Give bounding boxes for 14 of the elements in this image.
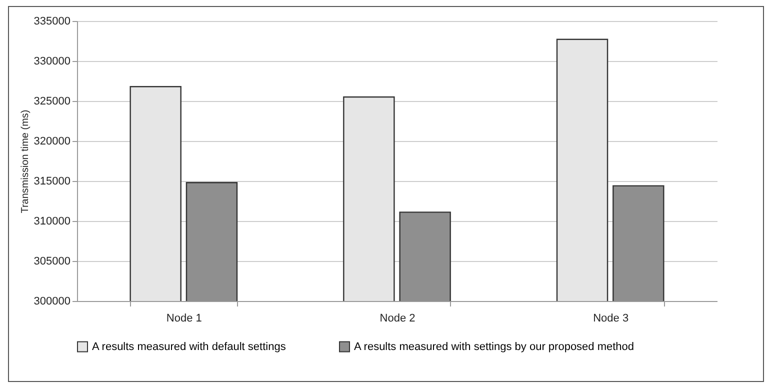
y-tick-label: 310000 [34,216,70,228]
y-tick-label: 335000 [34,16,70,28]
y-tick-label: 330000 [34,56,70,68]
y-tick-label: 325000 [34,96,70,108]
y-tick-label: 315000 [34,176,70,188]
x-tick-label: Node 2 [380,312,416,324]
y-tick-label: 305000 [34,256,70,268]
y-tick-label: 320000 [34,136,70,148]
y-axis-title: Transmission time (ms) [20,110,31,214]
x-tick-label: Node 1 [166,312,202,324]
y-tick-label: 300000 [34,296,70,308]
legend-label: A results measured with settings by our proposed method [354,340,634,353]
x-tick-label: Node 3 [593,312,629,324]
legend-label: A results measured with default settings [92,340,286,353]
